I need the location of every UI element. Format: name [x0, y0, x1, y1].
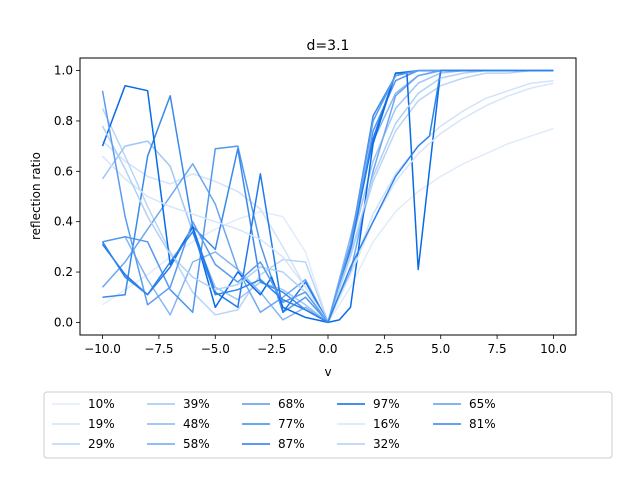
legend-label: 65% — [469, 397, 496, 411]
y-tick-label: 0.4 — [54, 215, 73, 229]
x-tick-label: 0.0 — [318, 342, 337, 356]
y-tick-label: 1.0 — [54, 64, 73, 78]
x-tick-label: 7.5 — [488, 342, 507, 356]
series-line-5 — [101, 69, 554, 324]
legend-label: 87% — [278, 437, 305, 451]
legend-entries: 10% 19% 29% 39% 48% 58% 68% 77% 87% 97% 16% 32% 65% 8… — [52, 397, 496, 451]
x-tick-label: −2.5 — [257, 342, 286, 356]
y-tick-label: 0.8 — [54, 114, 73, 128]
legend-label: 68% — [278, 397, 305, 411]
legend-label: 16% — [373, 417, 400, 431]
x-axis-label: v — [324, 365, 331, 379]
legend-label: 97% — [373, 397, 400, 411]
legend-label: 77% — [278, 417, 305, 431]
y-axis-ticks: 0.0 0.2 0.4 0.6 0.8 1.0 — [54, 64, 80, 329]
legend-label: 81% — [469, 417, 496, 431]
x-tick-label: 5.0 — [431, 342, 450, 356]
legend: 10% 19% 29% 39% 48% 58% 68% 77% 87% 97% 16% 32% 65% 8… — [43, 391, 613, 459]
plot-lines — [101, 69, 554, 324]
y-tick-label: 0.6 — [54, 164, 73, 178]
y-axis-label: reflection ratio — [29, 152, 43, 240]
x-tick-label: 10.0 — [540, 342, 567, 356]
legend-label: 29% — [88, 437, 115, 451]
legend-label: 32% — [373, 437, 400, 451]
x-axis-ticks: −10.0 −7.5 −5.0 −2.5 0.0 2.5 5.0 7.5 10.0 — [84, 335, 567, 356]
x-tick-label: −10.0 — [84, 342, 121, 356]
legend-label: 10% — [88, 397, 115, 411]
chart-title: d=3.1 — [307, 38, 350, 54]
legend-label: 48% — [183, 417, 210, 431]
series-line-13 — [101, 69, 554, 324]
legend-label: 19% — [88, 417, 115, 431]
y-tick-label: 0.2 — [54, 265, 73, 279]
series-line-0 — [102, 127, 554, 324]
legend-label: 39% — [183, 397, 210, 411]
y-tick-label: 0.0 — [54, 315, 73, 329]
x-tick-label: 2.5 — [375, 342, 394, 356]
legend-label: 58% — [183, 437, 210, 451]
legend-frame — [43, 391, 613, 459]
x-tick-label: −7.5 — [144, 342, 173, 356]
x-tick-label: −5.0 — [201, 342, 230, 356]
